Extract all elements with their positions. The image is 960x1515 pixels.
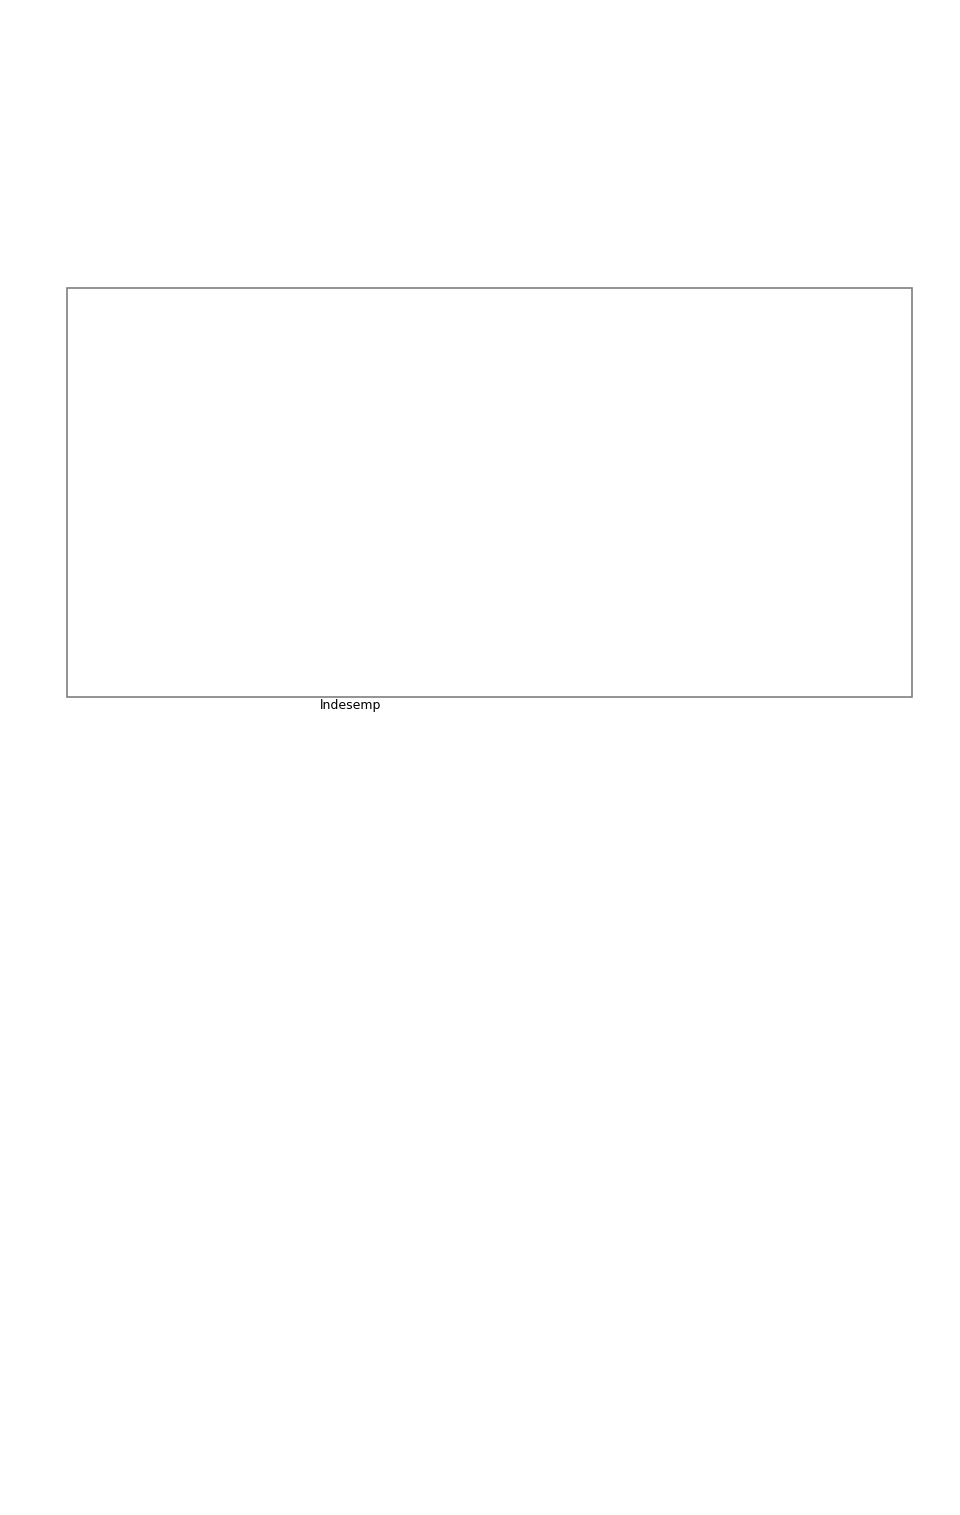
Title: Gráfico de Dispersão lndesemp, lninov e lntamanho: Gráfico de Dispersão lndesemp, lninov e …: [129, 309, 572, 326]
Point: [311, 562, 326, 586]
Point: [369, 529, 384, 553]
Point: [422, 383, 438, 408]
Point: [326, 551, 342, 576]
X-axis label: lndesemp: lndesemp: [320, 698, 381, 712]
Point: [391, 520, 406, 544]
Point: [352, 448, 368, 473]
Point: [397, 520, 413, 544]
Point: [359, 535, 374, 559]
Point: [372, 426, 387, 450]
Point: [355, 448, 371, 473]
Y-axis label: lninov, lntamanho: lninov, lntamanho: [69, 447, 82, 561]
Point: [407, 517, 422, 541]
Point: [330, 551, 346, 576]
Point: [391, 401, 406, 426]
Point: [343, 464, 358, 488]
Point: [359, 441, 374, 465]
Point: [326, 483, 342, 508]
Point: [365, 432, 380, 456]
Point: [381, 526, 396, 550]
Point: [336, 548, 351, 573]
Point: [340, 470, 355, 494]
Point: [362, 535, 377, 559]
Point: [355, 538, 371, 562]
Point: [346, 464, 361, 488]
Point: [362, 435, 377, 459]
Point: [321, 486, 336, 511]
Point: [365, 532, 380, 556]
Point: [311, 520, 326, 544]
Point: [317, 559, 332, 583]
Point: [343, 542, 358, 567]
Point: [518, 370, 534, 394]
Legend: ln tamanho, ln inov, Linear (ln inov), Linear (ln tamanho): ln tamanho, ln inov, Linear (ln inov), L…: [615, 332, 773, 433]
Point: [336, 474, 351, 498]
Point: [374, 529, 390, 553]
Point: [513, 477, 528, 501]
Point: [439, 491, 454, 515]
Point: [397, 398, 413, 423]
Point: [349, 458, 365, 482]
Point: [369, 429, 384, 453]
Point: [352, 542, 368, 567]
Point: [349, 539, 365, 564]
Point: [333, 548, 348, 573]
Point: [407, 392, 422, 417]
Point: [439, 389, 454, 414]
Point: [340, 545, 355, 570]
Point: [346, 545, 361, 570]
Point: [321, 554, 336, 579]
Point: [381, 415, 396, 439]
Point: [413, 389, 428, 414]
Point: [374, 421, 390, 445]
Point: [388, 406, 403, 430]
Point: [333, 477, 348, 501]
Point: [422, 506, 438, 530]
